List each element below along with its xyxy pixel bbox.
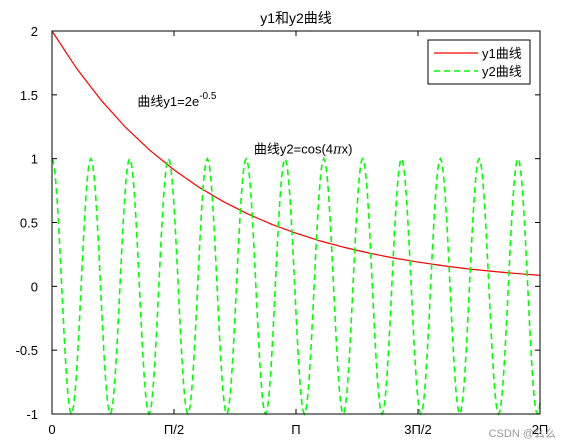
chart-title: y1和y2曲线: [260, 10, 332, 26]
x-tick-label: 3Π/2: [404, 422, 431, 437]
y-tick-label: 1: [31, 152, 38, 167]
plot-frame: [51, 30, 541, 415]
series-line-1: [51, 30, 541, 276]
annotation-y2: 曲线y2=cos(4πx): [254, 141, 353, 157]
y-tick-label: 0.5: [20, 216, 38, 231]
annotation-y1: 曲线y1=2e-0.5: [137, 91, 216, 109]
y-tick-label: 2: [31, 24, 38, 39]
legend-label-2: y2曲线: [482, 64, 522, 79]
legend-box: [427, 39, 531, 85]
watermark: CSDN @么么: [488, 428, 556, 440]
plot-area: [52, 31, 540, 414]
x-tick-label: Π/2: [164, 422, 184, 437]
x-tick-label: 0: [48, 422, 55, 437]
legend: y1曲线 y2曲线: [427, 39, 531, 85]
y-tick-label: 1.5: [20, 88, 38, 103]
annotation-layer: 曲线y1=2e-0.5 曲线y2=cos(4πx): [137, 91, 352, 157]
y-tick-label: 0: [31, 279, 38, 294]
y-tick-label: -1: [26, 407, 38, 422]
y-tick-label: -0.5: [16, 343, 38, 358]
legend-label-1: y1曲线: [482, 46, 522, 61]
x-tick-label: Π: [291, 422, 300, 437]
x-tick-label: 2Π: [532, 422, 549, 437]
tick-layer: 0 Π/2 Π 3Π/2 2Π 2 1.5 1 0.5 0 -0.5 -1: [16, 24, 549, 437]
